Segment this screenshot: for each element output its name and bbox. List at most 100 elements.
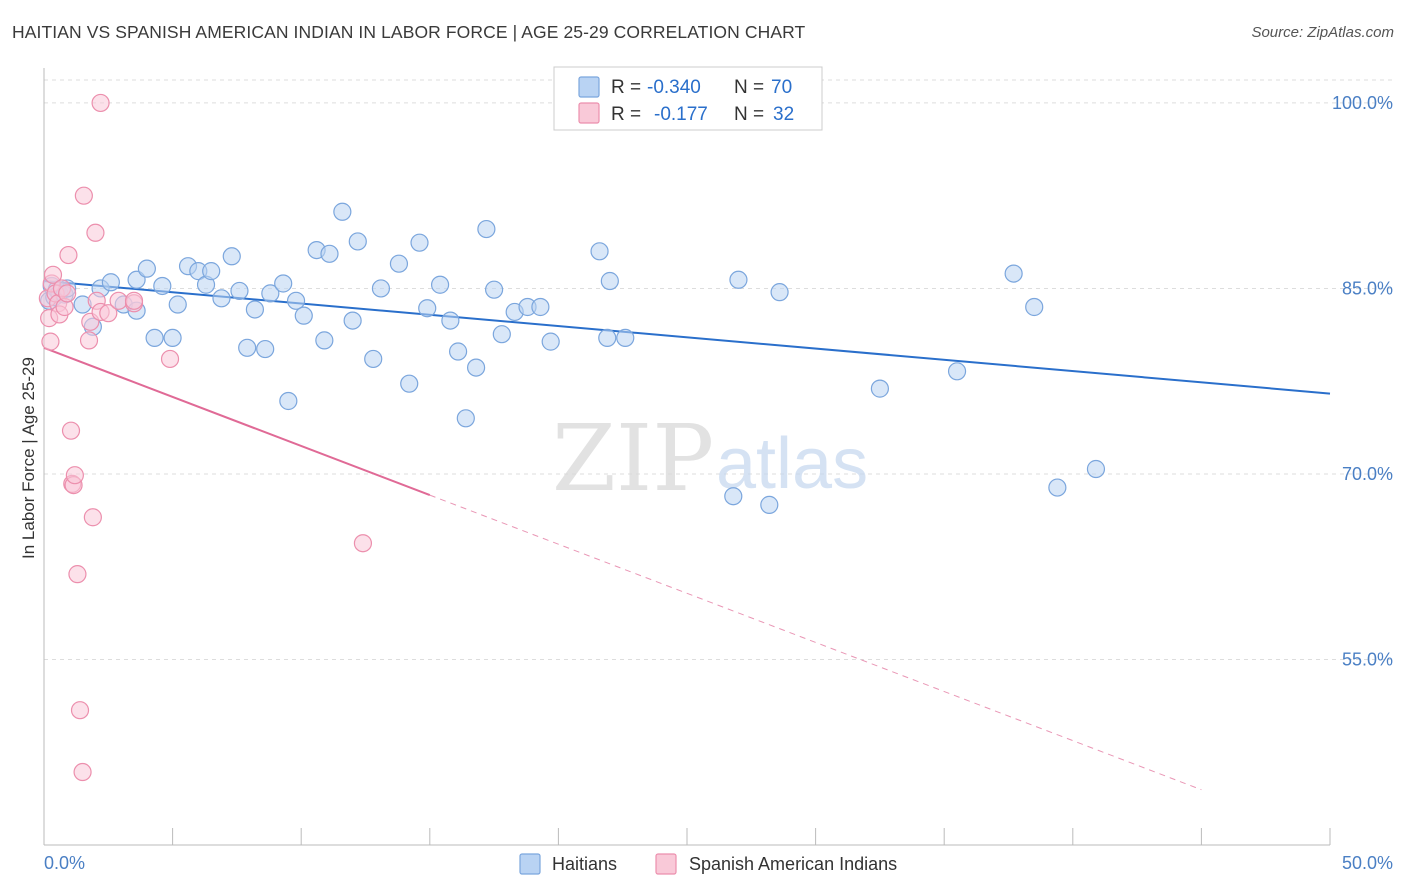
- y-tick-label: 55.0%: [1342, 649, 1393, 669]
- point-spanish-american-indians: [160, 349, 180, 369]
- point-haitians: [870, 379, 890, 398]
- legend-r-value-haitians: -0.340: [647, 77, 701, 98]
- point-haitians: [441, 311, 460, 330]
- point-haitians: [1025, 297, 1044, 317]
- point-haitians: [531, 297, 550, 317]
- point-haitians: [485, 280, 504, 299]
- point-haitians: [320, 244, 339, 263]
- point-haitians: [222, 247, 241, 266]
- point-haitians: [286, 291, 306, 310]
- legend-n-value-spanish-american-indians: 32: [773, 104, 794, 125]
- point-haitians: [729, 270, 748, 289]
- legend-r-value-spanish-american-indians: -0.177: [654, 104, 708, 125]
- point-haitians: [315, 331, 334, 350]
- point-haitians: [371, 279, 391, 298]
- y-axis-title: In Labor Force | Age 25-29: [19, 357, 38, 559]
- trend-line-spanish-american-indians: [43, 346, 431, 497]
- legend-swatch-spanish-american-indians: [578, 102, 600, 124]
- bottom-legend-swatch-haitians: [519, 853, 541, 875]
- point-haitians: [448, 342, 468, 361]
- point-spanish-american-indians: [68, 565, 87, 584]
- point-spanish-american-indians: [124, 291, 144, 310]
- chart-title: HAITIAN VS SPANISH AMERICAN INDIAN IN LA…: [12, 22, 806, 42]
- point-haitians: [456, 409, 475, 428]
- chart-source: Source: ZipAtlas.com: [1251, 24, 1394, 41]
- point-haitians: [1048, 478, 1067, 497]
- point-haitians: [348, 232, 367, 251]
- point-spanish-american-indians: [43, 265, 63, 284]
- x-tick-label: 50.0%: [1342, 853, 1393, 873]
- point-haitians: [364, 349, 383, 369]
- y-tick-label: 85.0%: [1342, 278, 1393, 298]
- legend-n-value-haitians: 70: [771, 77, 792, 98]
- point-haitians: [279, 391, 298, 411]
- point-haitians: [477, 219, 496, 239]
- point-haitians: [1086, 459, 1106, 479]
- grid-layer: [44, 79, 1394, 660]
- point-spanish-american-indians: [91, 93, 110, 113]
- point-haitians: [466, 358, 486, 377]
- point-haitians: [137, 259, 156, 278]
- point-spanish-american-indians: [86, 223, 105, 242]
- point-haitians: [256, 339, 275, 359]
- point-haitians: [202, 262, 221, 281]
- point-haitians: [343, 311, 362, 330]
- point-spanish-american-indians: [65, 466, 84, 485]
- point-haitians: [410, 233, 429, 252]
- point-spanish-american-indians: [109, 291, 128, 310]
- point-haitians: [616, 328, 635, 348]
- legend-swatch-haitians: [578, 76, 600, 98]
- point-spanish-american-indians: [41, 332, 60, 351]
- bottom-legend-label-haitians: Haitians: [552, 854, 617, 874]
- point-spanish-american-indians: [99, 304, 118, 323]
- point-haitians: [760, 495, 779, 514]
- point-haitians: [400, 374, 419, 393]
- point-haitians: [418, 299, 437, 318]
- bottom-legend: Haitians Spanish American Indians: [519, 853, 897, 875]
- point-haitians: [245, 300, 265, 319]
- legend-r-label-haitians: R =: [611, 77, 641, 98]
- point-spanish-american-indians: [79, 331, 99, 350]
- point-haitians: [261, 284, 280, 303]
- top-legend: R = -0.340 N = 70 R = -0.177 N = 32: [553, 66, 823, 131]
- point-haitians: [153, 276, 172, 296]
- point-spanish-american-indians: [83, 508, 102, 527]
- ticks-layer: 55.0% 70.0% 85.0% 100.0% 0.0% 50.0%: [44, 93, 1393, 873]
- y-tick-label: 70.0%: [1342, 464, 1393, 484]
- point-spanish-american-indians: [353, 534, 373, 553]
- point-haitians: [1004, 264, 1023, 283]
- point-haitians: [541, 332, 560, 351]
- trend-layer: [43, 280, 1331, 791]
- watermark-zip: ZIP: [552, 405, 714, 512]
- point-spanish-american-indians: [70, 701, 90, 720]
- watermark-atlas: atlas: [716, 424, 868, 504]
- point-haitians: [430, 275, 450, 294]
- legend-n-label-haitians: N =: [734, 77, 764, 98]
- point-haitians: [724, 487, 743, 506]
- bottom-legend-label-spanish-american-indians: Spanish American Indians: [689, 854, 897, 874]
- y-tick-label: 100.0%: [1332, 93, 1393, 113]
- point-haitians: [274, 274, 293, 293]
- legend-n-label-spanish-american-indians: N =: [734, 104, 764, 125]
- point-haitians: [238, 338, 257, 357]
- point-haitians: [947, 362, 967, 381]
- point-haitians: [212, 289, 231, 308]
- point-haitians: [600, 271, 619, 291]
- point-spanish-american-indians: [73, 762, 92, 782]
- point-haitians: [168, 295, 187, 314]
- points-layer: [38, 93, 1106, 782]
- point-haitians: [127, 270, 146, 289]
- point-haitians: [145, 328, 164, 348]
- point-haitians: [492, 325, 511, 344]
- bottom-legend-swatch-spanish-american-indians: [655, 853, 677, 875]
- point-haitians: [770, 283, 789, 302]
- watermark: ZIP atlas: [552, 405, 868, 512]
- legend-r-label-spanish-american-indians: R =: [611, 104, 641, 125]
- x-tick-label: 0.0%: [44, 853, 85, 873]
- point-haitians: [598, 328, 617, 348]
- point-haitians: [333, 202, 352, 221]
- point-haitians: [163, 328, 182, 348]
- axes-layer: [43, 68, 1331, 846]
